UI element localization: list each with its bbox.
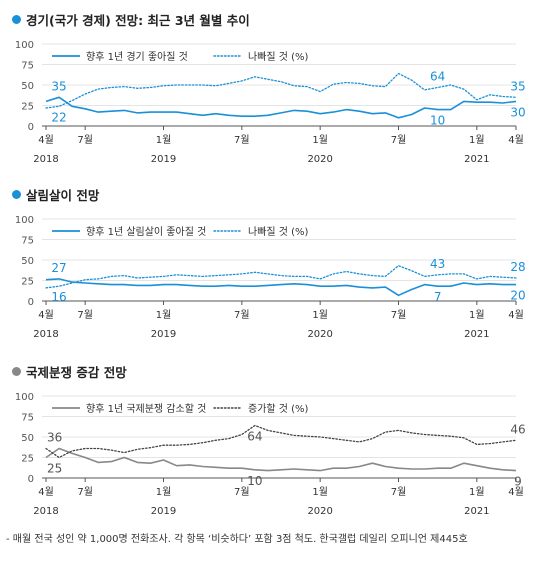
x-tick-label: 1월 [469, 134, 485, 146]
data-label: 28 [510, 260, 525, 274]
legend-label: 증가할 것 (%) [248, 403, 309, 415]
panel-economy: 경기(국가 경제) 전망: 최근 3년 월별 추이 0 25 50 75 100 4월 20… [0, 10, 534, 170]
y-tick-label: 0 [28, 474, 34, 485]
series-line-1 [45, 424, 517, 459]
y-tick-label: 0 [28, 297, 34, 308]
x-tick-label: 7월 [391, 486, 407, 498]
x-tick-label: 1월 [312, 134, 328, 146]
x-tick-label: 4월 [508, 309, 524, 321]
panel-title: 살림살이 전망 [12, 185, 99, 204]
data-label: 10 [247, 474, 262, 488]
x-tick-label: 7월 [234, 134, 250, 146]
x-tick-label: 4월 [508, 134, 524, 146]
x-tick-label: 1월 [312, 309, 328, 321]
x-year-label: 2018 [33, 506, 58, 517]
x-year-label: 2021 [464, 329, 489, 340]
x-year-label: 2021 [464, 506, 489, 517]
panel-title-text: 경기(국가 경제) 전망: 최근 3년 월별 추이 [26, 13, 250, 28]
bullet-dot-icon [12, 15, 21, 24]
y-tick-label: 100 [15, 40, 34, 51]
x-year-label: 2018 [33, 154, 58, 165]
y-tick-label: 0 [28, 122, 34, 133]
x-tick-label: 4월 [38, 134, 54, 146]
x-tick-label: 1월 [469, 309, 485, 321]
y-tick-label: 75 [21, 413, 34, 424]
y-tick-label: 75 [21, 236, 34, 247]
y-tick-label: 50 [21, 81, 34, 92]
legend-label: 향후 1년 살림살이 좋아질 것 [86, 226, 206, 238]
data-label: 35 [51, 79, 66, 93]
x-year-label: 2019 [151, 329, 176, 340]
x-tick-label: 7월 [234, 486, 250, 498]
y-tick-label: 75 [21, 61, 34, 72]
x-year-label: 2021 [464, 154, 489, 165]
data-label: 20 [510, 289, 525, 303]
panel-title: 국제분쟁 증감 전망 [12, 362, 127, 381]
data-label: 25 [47, 462, 62, 476]
x-tick-label: 1월 [469, 486, 485, 498]
y-tick-label: 100 [15, 215, 34, 226]
legend-label: 향후 1년 국제분쟁 감소할 것 [86, 403, 206, 415]
x-tick-label: 1월 [156, 134, 172, 146]
series-line-0 [45, 96, 517, 119]
series-line-0 [45, 278, 516, 297]
chart-conflict: 0 25 50 75 100 4월 2018 7월 1월 2019 7월 1월 2020 7월 1월 2021… [15, 392, 526, 517]
bullet-dot-icon [12, 367, 21, 376]
data-label: 7 [434, 290, 442, 304]
y-tick-label: 50 [21, 433, 34, 444]
y-tick-label: 100 [15, 392, 34, 403]
legend-label: 나빠질 것 (%) [248, 51, 309, 63]
x-tick-label: 7월 [391, 309, 407, 321]
x-year-label: 2019 [151, 154, 176, 165]
data-label: 43 [430, 257, 445, 271]
data-label: 36 [47, 430, 62, 444]
x-tick-label: 1월 [156, 309, 172, 321]
panel-title: 경기(국가 경제) 전망: 최근 3년 월별 추이 [12, 10, 250, 29]
x-tick-label: 1월 [312, 486, 328, 498]
x-year-label: 2020 [307, 154, 332, 165]
x-year-label: 2018 [33, 329, 58, 340]
y-tick-label: 50 [21, 256, 34, 267]
data-label: 22 [51, 110, 66, 124]
x-tick-label: 1월 [156, 486, 172, 498]
panel-title-text: 국제분쟁 증감 전망 [26, 365, 127, 380]
legend-label: 향후 1년 경기 좋아질 것 [86, 50, 188, 63]
x-tick-label: 7월 [77, 309, 93, 321]
chart-household: 0 25 50 75 100 4월 2018 7월 1월 2019 7월 1월 2020 7월 1월 2021… [15, 215, 526, 340]
data-label: 30 [510, 105, 525, 119]
data-label: 10 [430, 114, 445, 128]
y-tick-label: 25 [21, 102, 34, 113]
series-line-1 [45, 72, 517, 109]
x-tick-label: 7월 [391, 134, 407, 146]
data-label: 16 [51, 290, 66, 304]
x-year-label: 2019 [151, 506, 176, 517]
panel-title-text: 살림살이 전망 [26, 188, 100, 203]
series-line-0 [45, 447, 517, 472]
bullet-dot-icon [12, 190, 21, 199]
data-label: 64 [430, 69, 445, 83]
y-tick-label: 25 [21, 454, 34, 465]
panel-household: 살림살이 전망 0 25 50 75 100 4월 2018 7월 1월 2019 7월 1월 2020… [0, 185, 534, 345]
legend-label: 나빠질 것 (%) [248, 226, 309, 238]
y-tick-label: 25 [21, 277, 34, 288]
data-label: 35 [510, 79, 525, 93]
data-label: 46 [510, 422, 525, 436]
data-label: 27 [51, 261, 66, 275]
x-year-label: 2020 [307, 329, 332, 340]
x-tick-label: 4월 [38, 309, 54, 321]
panel-conflict: 국제분쟁 증감 전망 0 25 50 75 100 4월 2018 7월 1월 2019 7월 1월 2… [0, 362, 534, 522]
x-tick-label: 7월 [77, 134, 93, 146]
x-year-label: 2020 [307, 506, 332, 517]
x-tick-label: 4월 [38, 486, 54, 498]
data-label: 64 [247, 430, 262, 444]
x-tick-label: 7월 [234, 309, 250, 321]
x-tick-label: 4월 [508, 486, 524, 498]
chart-economy: 0 25 50 75 100 4월 2018 7월 1월 2019 7월 1월 2020 7월 1월 2021… [15, 40, 526, 165]
data-label: 9 [514, 475, 522, 489]
source-footnote: - 매월 전국 성인 약 1,000명 전화조사. 각 항목 ‘비슷하다’ 포함… [6, 534, 468, 545]
x-tick-label: 7월 [77, 486, 93, 498]
